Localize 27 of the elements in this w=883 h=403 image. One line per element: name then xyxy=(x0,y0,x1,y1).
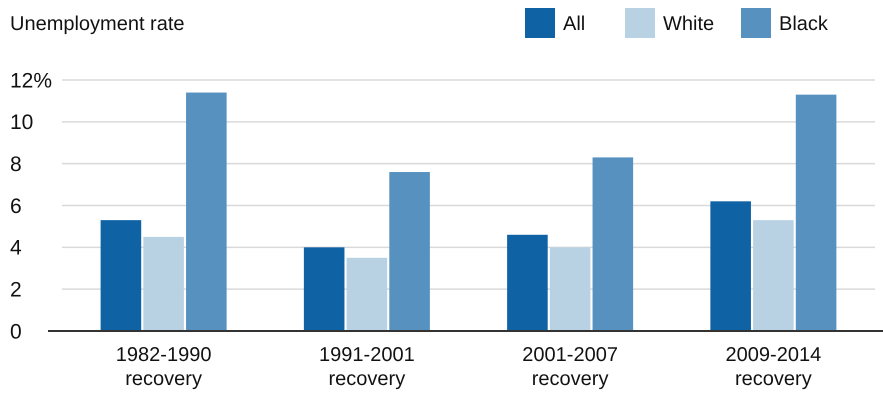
legend-label: Black xyxy=(779,13,829,35)
x-tick-label: 2001-2007 recovery xyxy=(522,344,618,390)
bar xyxy=(346,258,388,331)
bar xyxy=(507,234,548,331)
bar xyxy=(186,92,227,331)
bar xyxy=(710,201,751,331)
y-tick-label: 10 xyxy=(10,111,34,134)
y-axis-title: Unemployment rate xyxy=(10,13,185,35)
bar xyxy=(550,247,590,331)
y-tick-label: 8 xyxy=(10,153,22,176)
x-tick-label: 1982-1990 recovery xyxy=(116,344,212,390)
bar xyxy=(100,220,142,331)
y-tick-label: 0 xyxy=(10,320,22,344)
bar xyxy=(592,157,634,331)
y-tick-label: 12% xyxy=(10,69,52,92)
bar xyxy=(143,236,184,331)
y-tick-label: 2 xyxy=(10,278,22,302)
bar xyxy=(796,94,836,331)
x-tick-label: 2009-2014 recovery xyxy=(726,344,822,390)
y-tick-label: 4 xyxy=(10,236,22,260)
x-tick-label: 1991-2001 recovery xyxy=(319,344,415,390)
legend-label: All xyxy=(563,13,586,35)
legend-label: White xyxy=(663,13,714,35)
bar xyxy=(304,247,344,331)
bar xyxy=(753,220,794,331)
y-tick-label: 6 xyxy=(10,194,22,218)
bar xyxy=(389,172,430,331)
